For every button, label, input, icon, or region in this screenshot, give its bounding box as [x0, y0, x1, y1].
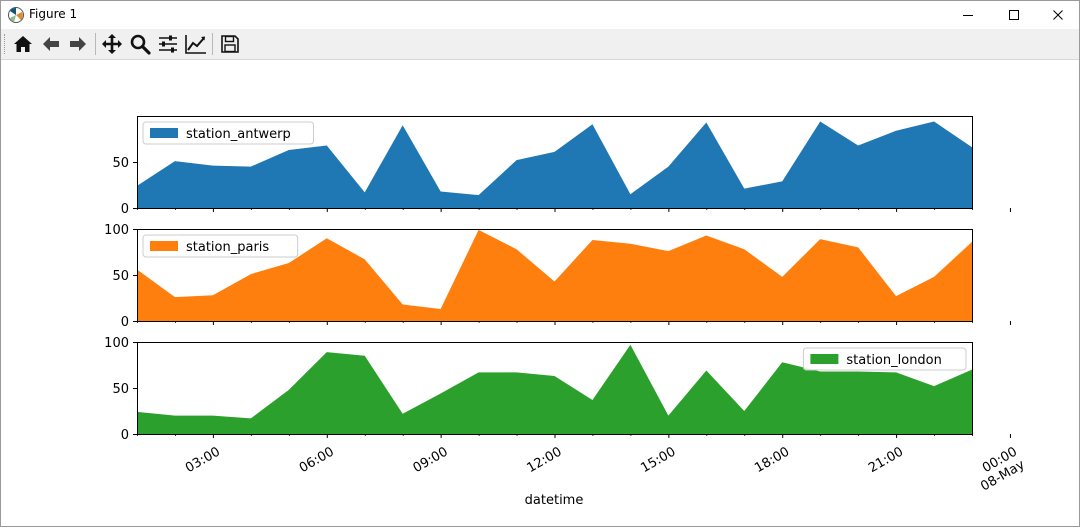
legend-swatch	[150, 128, 178, 138]
toolbar-separator	[95, 33, 96, 55]
x-tick-label: 00:0008-May	[971, 444, 1028, 494]
legend-swatch	[810, 354, 838, 364]
x-tick-label: 03:00	[183, 444, 223, 476]
x-tick-label: 09:00	[411, 444, 451, 476]
pan-button[interactable]	[99, 32, 125, 56]
toolbar-separator	[212, 33, 213, 55]
y-tick-label: 100	[104, 336, 129, 351]
legend-swatch	[150, 241, 178, 251]
maximize-icon	[1008, 9, 1020, 21]
legend: station_paris	[143, 235, 298, 257]
subplots-config-icon	[157, 33, 179, 55]
forward-button[interactable]	[65, 32, 91, 56]
minimize-button[interactable]	[945, 1, 991, 29]
subplot-2: 0 50 100 station_paris	[104, 223, 1010, 330]
legend: station_antwerp	[143, 122, 314, 144]
legend-label: station_london	[846, 353, 942, 368]
x-tick-label: 18:00	[752, 444, 792, 476]
x-axis-label: datetime	[525, 493, 584, 508]
matplotlib-figure-icon	[7, 6, 25, 24]
subplots-button[interactable]	[155, 32, 181, 56]
figure-canvas[interactable]: 0 50 station_antwerp 0 50 100 station_paris 0 50…	[1, 59, 1079, 526]
forward-arrow-icon	[67, 33, 89, 55]
close-icon	[1052, 9, 1064, 21]
pan-icon	[101, 33, 123, 55]
back-button[interactable]	[38, 32, 64, 56]
maximize-button[interactable]	[991, 1, 1037, 29]
y-tick-label: 0	[121, 428, 129, 443]
legend-label: station_antwerp	[186, 127, 291, 142]
subplots-figure: 0 50 station_antwerp 0 50 100 station_paris 0 50…	[1, 59, 1079, 526]
navigation-toolbar	[1, 29, 1079, 60]
subplot-3: 0 50 100 station_london 03:00 06:00 09:00 12:00…	[104, 336, 1028, 508]
y-tick-label: 50	[112, 156, 129, 171]
x-tick-label: 21:00	[866, 444, 906, 476]
minimize-icon	[962, 9, 974, 21]
save-icon	[219, 33, 241, 55]
back-arrow-icon	[40, 33, 62, 55]
y-tick-label: 100	[104, 223, 129, 238]
home-button[interactable]	[10, 32, 36, 56]
x-tick-label: 06:00	[297, 444, 337, 476]
y-tick-label: 0	[121, 315, 129, 330]
subplot-1: 0 50 station_antwerp	[112, 117, 1010, 218]
toolbar-grip	[4, 34, 7, 54]
close-button[interactable]	[1035, 1, 1080, 29]
window-title: Figure 1	[29, 7, 77, 21]
legend: station_london	[803, 348, 966, 370]
edit-axis-button[interactable]	[183, 32, 209, 56]
zoom-button[interactable]	[127, 32, 153, 56]
x-tick-label: 12:00	[525, 444, 565, 476]
title-bar: Figure 1	[1, 1, 1079, 29]
y-tick-label: 0	[121, 202, 129, 217]
legend-label: station_paris	[186, 240, 269, 255]
home-icon	[12, 33, 34, 55]
edit-axis-icon	[184, 33, 208, 55]
x-tick-label: 15:00	[638, 444, 678, 476]
y-tick-label: 50	[112, 269, 129, 284]
zoom-icon	[129, 33, 151, 55]
save-button[interactable]	[217, 32, 243, 56]
y-tick-label: 50	[112, 382, 129, 397]
